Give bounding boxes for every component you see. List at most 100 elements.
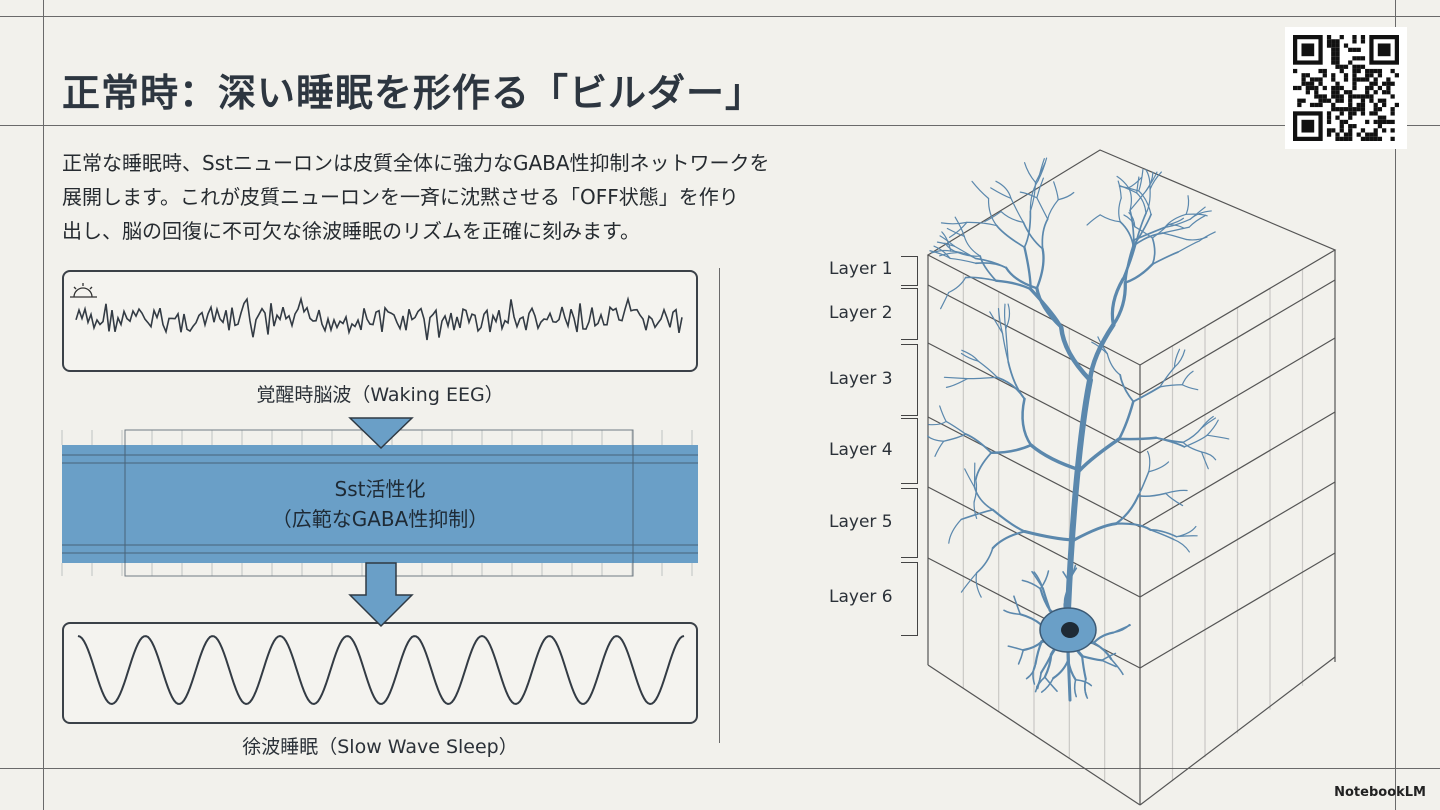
- qr-module: [1373, 77, 1378, 82]
- qr-module: [1356, 56, 1361, 61]
- dendrite: [1200, 417, 1217, 430]
- dendrite: [971, 180, 990, 200]
- dendrite: [974, 257, 1007, 269]
- qr-module: [1305, 81, 1310, 86]
- qr-module: [1335, 107, 1340, 112]
- qr-module: [1365, 85, 1370, 91]
- dendrite: [1019, 191, 1038, 199]
- sun-rising-icon: [70, 283, 97, 298]
- dendrite: [1092, 631, 1115, 644]
- qr-module: [1365, 77, 1370, 82]
- qr-module: [1339, 119, 1344, 125]
- qr-module: [1386, 81, 1391, 86]
- qr-module: [1339, 35, 1344, 40]
- qr-module: [1335, 60, 1340, 65]
- dendrite: [1173, 538, 1190, 553]
- qr-module: [1348, 102, 1353, 108]
- dendrite: [1124, 262, 1154, 284]
- qr-module: [1352, 85, 1357, 91]
- dendrite: [963, 235, 981, 257]
- qr-module: [1394, 102, 1399, 108]
- dendrite: [1164, 218, 1191, 228]
- layer-boundary: [927, 664, 1141, 806]
- layer-bracket: [901, 562, 918, 636]
- qr-module: [1331, 56, 1336, 61]
- dendrite: [1138, 169, 1144, 192]
- qr-module: [1309, 85, 1315, 91]
- dendrite: [1074, 678, 1093, 687]
- dendrite: [1097, 336, 1108, 355]
- dendrite: [1058, 325, 1093, 383]
- qr-module: [1360, 77, 1366, 82]
- dendrite: [1005, 328, 1009, 363]
- dendrite: [954, 216, 965, 237]
- qr-module: [1352, 111, 1357, 116]
- qr-module: [1326, 111, 1332, 116]
- dendrite: [1145, 169, 1151, 190]
- dendrite: [1155, 436, 1186, 448]
- qr-module: [1335, 115, 1340, 120]
- qr-module: [1335, 51, 1340, 57]
- qr-module: [1382, 81, 1387, 86]
- qr-module: [1352, 64, 1357, 69]
- qr-module: [1356, 77, 1361, 82]
- qr-module: [1352, 107, 1357, 112]
- dendrite: [1135, 213, 1152, 244]
- qr-module: [1365, 119, 1370, 125]
- qr-module: [1356, 94, 1361, 99]
- qr-module: [1314, 85, 1319, 91]
- dendrite: [1078, 437, 1121, 472]
- qr-module: [1318, 81, 1323, 86]
- dendrite: [1167, 224, 1185, 229]
- dendrite: [950, 250, 977, 260]
- dendrite: [1145, 188, 1151, 214]
- qr-module: [1301, 98, 1306, 103]
- slow-wave-trace: [77, 634, 685, 706]
- dendrite: [1033, 571, 1044, 590]
- page-title: 正常時：深い睡眠を形作る「ビルダー」: [62, 71, 765, 115]
- qr-module: [1348, 107, 1353, 112]
- qr-module: [1339, 98, 1344, 103]
- qr-module: [1369, 111, 1374, 116]
- dendrite: [1000, 210, 1024, 223]
- dendrite: [948, 276, 967, 294]
- dendrite: [1165, 492, 1184, 507]
- dendrite: [964, 468, 976, 488]
- qr-module: [1293, 85, 1298, 91]
- qr-module: [1377, 136, 1383, 141]
- qr-module: [1365, 94, 1370, 99]
- qr-module: [1377, 124, 1383, 129]
- qr-module: [1297, 85, 1302, 91]
- dendrite: [1052, 658, 1070, 680]
- layer-boundary: [1139, 656, 1336, 806]
- qr-module: [1343, 136, 1349, 141]
- dendrite: [1035, 247, 1045, 290]
- qr-module: [1343, 132, 1349, 137]
- dendrite: [1135, 212, 1147, 244]
- qr-module: [1373, 68, 1378, 74]
- qr-module: [1339, 111, 1344, 116]
- dendrite: [1017, 649, 1025, 665]
- dendrite: [1005, 303, 1011, 330]
- qr-module: [1369, 85, 1374, 91]
- qr-module: [1343, 90, 1349, 95]
- qr-module: [1369, 98, 1374, 103]
- dendrite: [1029, 287, 1063, 329]
- qr-module: [1335, 98, 1340, 103]
- layer-boundary: [1139, 337, 1336, 454]
- qr-module: [1390, 128, 1395, 133]
- qr-module: [1360, 39, 1366, 44]
- qr-module: [1318, 94, 1323, 99]
- layer-bracket: [901, 344, 918, 416]
- dendrite: [1136, 176, 1140, 194]
- layer-label: Layer 2: [829, 303, 893, 323]
- dendrite: [1206, 434, 1230, 440]
- dendrite: [1188, 214, 1207, 228]
- qr-module: [1318, 77, 1323, 82]
- dendrite: [1034, 162, 1046, 184]
- qr-module: [1314, 102, 1319, 108]
- dendrite: [1101, 652, 1117, 662]
- dendrite: [928, 420, 947, 426]
- qr-module: [1305, 90, 1310, 95]
- dendrite: [1161, 226, 1190, 234]
